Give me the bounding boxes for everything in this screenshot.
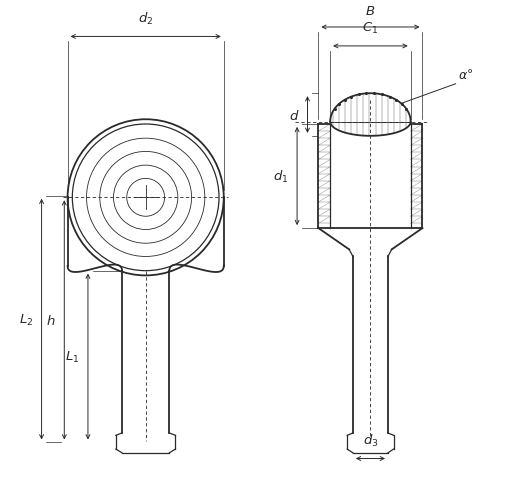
Text: $d_1$: $d_1$ <box>273 168 289 185</box>
Text: $L_2$: $L_2$ <box>19 312 33 327</box>
Text: $d_2$: $d_2$ <box>138 11 153 27</box>
Text: $h$: $h$ <box>46 313 56 327</box>
Text: $\alpha$°: $\alpha$° <box>458 68 473 82</box>
Text: $d$: $d$ <box>290 108 300 122</box>
Text: $L_1$: $L_1$ <box>65 349 79 364</box>
Text: $B$: $B$ <box>365 4 376 17</box>
Text: $d_3$: $d_3$ <box>362 432 378 448</box>
Text: $C_1$: $C_1$ <box>362 21 379 36</box>
